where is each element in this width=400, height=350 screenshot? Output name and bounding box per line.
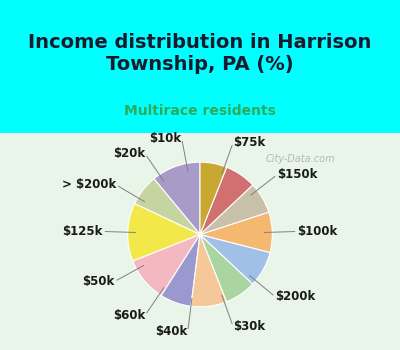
FancyBboxPatch shape	[0, 68, 400, 350]
Wedge shape	[128, 204, 200, 261]
Text: $200k: $200k	[275, 290, 316, 303]
Text: $20k: $20k	[113, 147, 145, 160]
Text: $10k: $10k	[150, 132, 182, 145]
Wedge shape	[154, 162, 200, 234]
Text: $125k: $125k	[62, 225, 102, 238]
Wedge shape	[133, 234, 200, 295]
Text: $75k: $75k	[233, 136, 265, 149]
Wedge shape	[200, 234, 253, 302]
Text: $30k: $30k	[233, 320, 265, 333]
Text: Multirace residents: Multirace residents	[124, 104, 276, 118]
Wedge shape	[200, 234, 270, 284]
Text: $40k: $40k	[156, 325, 188, 338]
Wedge shape	[134, 179, 200, 234]
Text: Income distribution in Harrison
Township, PA (%): Income distribution in Harrison Township…	[28, 33, 372, 74]
Wedge shape	[161, 234, 200, 306]
Wedge shape	[200, 212, 272, 252]
Text: $100k: $100k	[298, 225, 338, 238]
Text: $60k: $60k	[113, 309, 145, 322]
Wedge shape	[191, 234, 227, 307]
Wedge shape	[200, 167, 253, 234]
Text: City-Data.com: City-Data.com	[265, 154, 335, 164]
Text: $50k: $50k	[82, 275, 114, 288]
Text: > $200k: > $200k	[62, 178, 116, 191]
Wedge shape	[200, 185, 269, 234]
Wedge shape	[200, 162, 227, 234]
Text: $150k: $150k	[277, 168, 318, 181]
